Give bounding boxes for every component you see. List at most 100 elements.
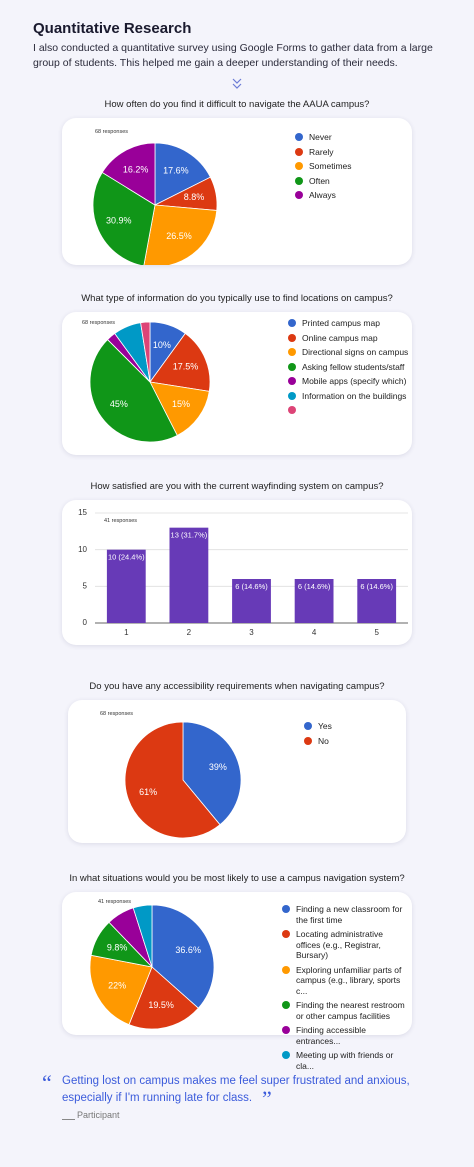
response-count: 41 responses xyxy=(104,518,137,524)
y-tick-label: 5 xyxy=(83,581,88,590)
bar-label: 10 (24.4%) xyxy=(108,553,145,562)
slice-label: 30.9% xyxy=(106,215,132,225)
slice-label: 17.6% xyxy=(163,166,189,176)
legend-item: Locating administrative offices (e.g., R… xyxy=(282,929,406,961)
legend-item: Always xyxy=(295,190,410,201)
bar xyxy=(357,579,397,623)
page-title: Quantitative Research xyxy=(33,20,192,37)
response-count: 68 responses xyxy=(100,711,133,717)
pie-slice xyxy=(140,321,151,383)
legend-swatch xyxy=(295,147,303,156)
legend-label: Information on the buildings xyxy=(302,390,407,401)
legend-swatch xyxy=(288,319,296,327)
legend-item: Printed campus map xyxy=(288,318,410,329)
legend-item: Never xyxy=(295,132,410,143)
legend-item: Yes xyxy=(304,721,394,732)
bar xyxy=(169,527,209,623)
legend: Yes No xyxy=(304,721,394,750)
legend-item: Mobile apps (specify which) xyxy=(288,376,410,387)
legend-label: Directional signs on campus xyxy=(302,347,409,357)
legend-label: Yes xyxy=(318,721,332,731)
response-count: 68 responses xyxy=(82,320,115,326)
x-tick-label: 3 xyxy=(249,628,254,637)
description: I also conducted a quantitative survey u… xyxy=(33,42,433,69)
pie-slice xyxy=(124,721,221,839)
legend-label: Often xyxy=(309,175,330,186)
legend-item: Exploring unfamiliar parts of campus (e.… xyxy=(282,965,406,997)
bar-label: 6 (14.6%) xyxy=(360,582,393,591)
legend-swatch xyxy=(282,905,290,913)
slice-label: 8.8% xyxy=(184,192,205,202)
x-tick-label: 4 xyxy=(312,628,317,637)
slice-label: 39% xyxy=(209,762,227,772)
legend-swatch xyxy=(288,333,296,342)
slice-label: 19.5% xyxy=(148,1000,174,1010)
pie-slice xyxy=(89,954,153,1026)
y-tick-label: 15 xyxy=(78,508,87,517)
x-tick-label: 5 xyxy=(374,628,379,637)
pie-slice xyxy=(151,904,215,1009)
legend-item xyxy=(288,405,410,414)
legend: Printed campus map Online campus map Direc… xyxy=(288,318,410,418)
pie-slice xyxy=(132,904,153,968)
chart-question: How often do you find it difficult to na… xyxy=(104,99,370,110)
chart: 41 responses 0 5 10 15 10 (24.4%) 1 13 (31.7%) 2… xyxy=(78,508,408,637)
pie-slice xyxy=(149,381,210,436)
quote-mark: ” xyxy=(262,1086,272,1111)
chart: 68 responses 17.6% 8.8% 26.5% 30.9% 16.2% xyxy=(92,129,218,265)
chevron-icon xyxy=(232,78,242,89)
chart: 41 responses 36.6% 19.5% 22% 9.8% xyxy=(89,899,215,1030)
slice-label: 16.2% xyxy=(123,165,149,175)
legend-label: Finding the nearest restroom or other ca… xyxy=(296,1000,405,1021)
legend-label: Meeting up with friends or cla... xyxy=(296,1050,394,1071)
x-tick-label: 1 xyxy=(124,628,129,637)
legend: Never Rarely Sometimes Often Always xyxy=(295,132,410,205)
legend-swatch xyxy=(288,348,296,356)
legend-swatch xyxy=(295,176,303,185)
legend-label: Finding a new classroom for the first ti… xyxy=(296,904,403,925)
slice-label: 45% xyxy=(110,399,128,409)
y-tick-label: 0 xyxy=(83,618,88,627)
legend-swatch xyxy=(295,133,303,141)
bar xyxy=(106,549,146,623)
slice-label: 61% xyxy=(139,787,157,797)
slice-label: 15% xyxy=(172,399,190,409)
legend-label: Never xyxy=(309,132,332,142)
pie-slice xyxy=(89,339,178,443)
slice-label: 10% xyxy=(153,340,171,350)
response-count: 68 responses xyxy=(95,129,128,135)
slice-label: 9.8% xyxy=(107,942,128,952)
legend-item: Meeting up with friends or cla... xyxy=(282,1050,406,1071)
legend-item: Finding accessible entrances... xyxy=(282,1025,406,1046)
legend-item: Information on the buildings xyxy=(288,391,410,402)
legend-item: No xyxy=(304,736,394,747)
legend-item: Finding a new classroom for the first ti… xyxy=(282,904,406,925)
chart-card: 68 responses 10% 17.5% 15% 45% Printed campus… xyxy=(62,312,412,455)
legend: Finding a new classroom for the first ti… xyxy=(282,904,406,1075)
quote-text: Getting lost on campus makes me feel sup… xyxy=(62,1075,410,1104)
legend-swatch xyxy=(282,965,290,974)
legend-swatch xyxy=(282,1001,290,1009)
legend-swatch xyxy=(288,362,296,371)
slice-label: 26.5% xyxy=(166,231,192,241)
quote-mark: “ xyxy=(42,1070,52,1095)
legend-item: Rarely xyxy=(295,147,410,158)
legend-label: Printed campus map xyxy=(302,318,380,328)
bar-label: 13 (31.7%) xyxy=(171,531,208,540)
legend-swatch xyxy=(295,191,303,199)
chart-question: How satisfied are you with the current w… xyxy=(90,481,384,492)
legend-label: Sometimes xyxy=(309,161,352,171)
legend-item: Finding the nearest restroom or other ca… xyxy=(282,1000,406,1021)
chart-question: Do you have any accessibility requiremen… xyxy=(89,681,385,692)
x-tick-label: 2 xyxy=(187,628,192,637)
legend-label: Online campus map xyxy=(302,332,378,343)
pie-slice xyxy=(149,332,211,392)
legend-label: Locating administrative offices (e.g., R… xyxy=(296,929,383,960)
bar-label: 6 (14.6%) xyxy=(235,582,268,591)
legend-item: Asking fellow students/staff xyxy=(288,362,410,373)
pie-slice xyxy=(182,721,242,826)
chart: 68 responses 39% 61% xyxy=(100,711,242,839)
legend-label: No xyxy=(318,735,329,746)
slice-label: 17.5% xyxy=(173,362,199,372)
bar-label: 6 (14.6%) xyxy=(298,582,331,591)
